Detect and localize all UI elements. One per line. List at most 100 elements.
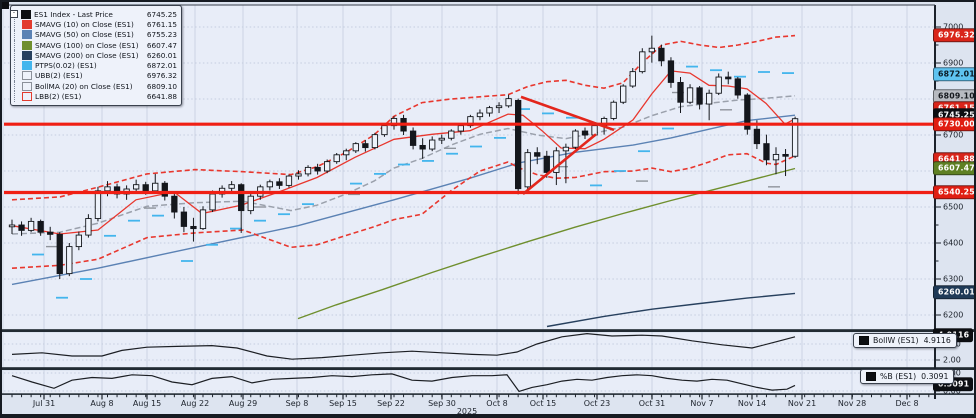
legend-item[interactable]: SMAVG (100) on Close (ES1) 6607.47 [14, 39, 177, 51]
candle-body [266, 181, 273, 188]
bollw-panel[interactable] [4, 333, 935, 367]
candle-body [476, 112, 484, 118]
candle-body [725, 76, 732, 80]
candle-body [238, 184, 245, 212]
candle-body [66, 246, 73, 275]
candle-body [715, 76, 722, 94]
candle-body [629, 71, 636, 87]
candle-body [295, 173, 302, 177]
candle-body [333, 154, 340, 163]
candle-body [409, 130, 417, 146]
y-axis-tick-label: 0.00 [943, 386, 961, 396]
candle-body [47, 231, 54, 235]
legend-item[interactable]: UBB(2) (ES1) 6976.32 [14, 70, 177, 82]
collapse-icon[interactable]: - [10, 10, 18, 18]
x-axis-tick-label: Oct 23 [583, 399, 611, 408]
main-legend-box[interactable]: - ES1 Index - Last Price 6745.25 SMAVG (10)… [10, 5, 182, 106]
legend-item-label: SMAVG (200) on Close (ES1) [35, 50, 139, 60]
legend-item[interactable]: LBB(2) (ES1) 6641.88 [14, 91, 177, 102]
legend-swatch-icon [22, 19, 32, 29]
candle-body [37, 220, 44, 233]
bollw-legend-box[interactable]: BollW (ES1) 4.9116 [853, 333, 957, 348]
candle-body [744, 94, 751, 130]
legend-swatch-icon [22, 92, 32, 102]
candle-body [104, 186, 111, 192]
price-badge: 6607.47 [933, 161, 974, 175]
legend-item[interactable]: BollMA (20) on Close (ES1) 6809.10 [14, 81, 177, 92]
y-axis-tick-label: 6400 [943, 238, 964, 248]
x-axis-tick-label: Dec 8 [895, 399, 919, 408]
pctb-panel[interactable] [4, 371, 935, 394]
x-axis-tick-label: Oct 31 [638, 399, 666, 408]
candle-body [362, 143, 369, 149]
pctb-line [11, 373, 796, 393]
legend-tree-gutter: - [10, 9, 21, 19]
x-axis-tick-label: Aug 22 [180, 399, 210, 408]
sma100-line [297, 167, 796, 320]
legend-item[interactable]: SMAVG (10) on Close (ES1) 6761.15 [14, 19, 177, 30]
candle-body [190, 225, 197, 230]
legend-item-value: 6809.10 [146, 81, 177, 91]
price-badge: 6260.01 [933, 285, 974, 299]
legend-item-label: SMAVG (10) on Close (ES1) [35, 19, 134, 29]
candle-body [132, 184, 140, 190]
legend-tree-gutter [14, 19, 22, 30]
candle-body [352, 143, 359, 152]
candle-body [438, 137, 445, 141]
candle-body [27, 220, 35, 231]
legend-swatch-icon [22, 81, 32, 91]
y-axis-tick-label: 6300 [943, 274, 964, 284]
candle-body [648, 47, 656, 53]
y-axis-tick-label: 7000 [943, 22, 964, 32]
x-axis-tick-label: Oct 8 [486, 399, 508, 408]
y-axis-tick-label: 6200 [943, 310, 964, 320]
legend-item-value: 6872.01 [146, 61, 177, 71]
gridlines [4, 5, 935, 393]
candle-body [543, 155, 550, 173]
candle-body [304, 166, 312, 175]
candle-body [371, 134, 379, 149]
sma10-line [11, 70, 796, 235]
trend-line[interactable] [520, 95, 615, 132]
legend-swatch-icon [22, 71, 32, 81]
candle-body [276, 181, 283, 186]
legend-item[interactable]: SMAVG (50) on Close (ES1) 6755.23 [14, 29, 177, 40]
y-axis-tick-label: 2.00 [943, 355, 961, 365]
candle-body [553, 150, 560, 173]
candle-body [314, 166, 321, 172]
x-axis-tick-label: Nov 14 [737, 399, 767, 408]
legend-item-value: 6607.47 [146, 40, 177, 50]
candle-body [782, 153, 789, 157]
legend-swatch-icon [22, 30, 32, 40]
legend-item-label: LBB(2) (ES1) [35, 92, 82, 102]
candle-body [161, 182, 168, 197]
x-axis-tick-label: Nov 28 [837, 399, 867, 408]
candle-body [448, 130, 455, 139]
lower-bollinger-line [11, 152, 796, 269]
annotations-layer[interactable] [4, 95, 935, 196]
legend-item-label: PTPS(0.02) (ES1) [35, 61, 97, 71]
legend-item-value: 6755.23 [146, 30, 177, 40]
candle-body [486, 107, 493, 114]
legend-tree-gutter [14, 50, 22, 61]
legend-item-value: 6976.32 [146, 71, 177, 81]
legend-item[interactable]: SMAVG (200) on Close (ES1) 6260.01 [14, 50, 177, 61]
candle-body [152, 182, 159, 192]
bollw-line [11, 333, 796, 360]
candle-body [734, 78, 741, 96]
candle-body [228, 184, 235, 189]
candle-body [381, 125, 388, 136]
trend-line[interactable] [522, 133, 597, 196]
candle-body [620, 85, 627, 103]
legend-item[interactable]: PTPS(0.02) (ES1) 6872.01 [14, 60, 177, 71]
y-axis-tick-label: 6500 [943, 202, 964, 212]
candle-body [581, 130, 589, 136]
pctb-legend-box[interactable]: %B (ES1) 0.3091 [860, 369, 955, 384]
candle-body [505, 98, 512, 107]
legend-item[interactable]: - ES1 Index - Last Price 6745.25 [10, 9, 177, 19]
candle-body [324, 161, 331, 172]
candle-body [343, 150, 350, 156]
candle-body [753, 128, 761, 145]
